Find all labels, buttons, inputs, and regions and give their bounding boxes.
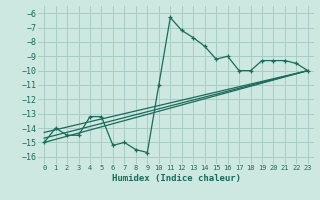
X-axis label: Humidex (Indice chaleur): Humidex (Indice chaleur) [111, 174, 241, 183]
